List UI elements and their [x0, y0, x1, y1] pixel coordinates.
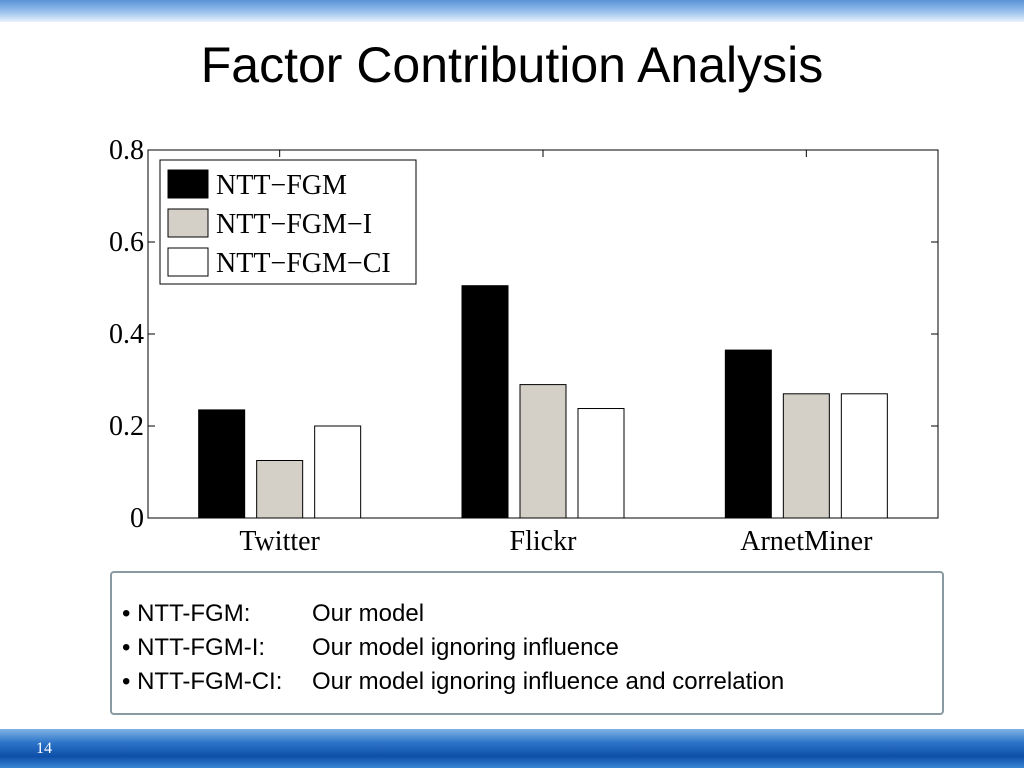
legend-label: NTT−FGM−I	[216, 209, 372, 240]
y-tick-label: 0.2	[109, 411, 144, 442]
note-line-ntt-fgm: • NTT-FGM: Our model	[122, 597, 942, 631]
note-term: • NTT-FGM-CI:	[122, 668, 283, 695]
bar	[782, 393, 830, 519]
bar	[198, 409, 246, 519]
legend-label: NTT−FGM−CI	[216, 248, 391, 279]
y-tick-label: 0.8	[109, 135, 144, 166]
legend-label: NTT−FGM	[216, 170, 347, 201]
bar	[256, 460, 304, 519]
bottom-banner	[0, 729, 1024, 768]
legend-swatch	[167, 169, 209, 199]
bar	[461, 285, 509, 519]
x-tick-label: ArnetMiner	[740, 526, 873, 557]
note-line-ntt-fgm-i: • NTT-FGM-I: Our model ignoring influence	[122, 631, 942, 665]
bar-chart: 0 0.2 0.4 0.6 0.8 Twitter Flickr ArnetMiner NTT−…	[109, 135, 939, 557]
note-term: • NTT-FGM:	[122, 600, 251, 627]
bar	[519, 384, 567, 519]
bar	[840, 393, 888, 519]
x-tick-label: Flickr	[510, 526, 578, 557]
note-line-ntt-fgm-ci: • NTT-FGM-CI: Our model ignoring influenc…	[122, 665, 942, 699]
legend-swatch	[167, 208, 209, 238]
top-banner	[0, 0, 1024, 22]
note-desc: Our model ignoring influence	[312, 634, 619, 661]
slide-number: 14	[36, 740, 52, 757]
y-tick-label: 0.6	[109, 227, 144, 258]
bar	[577, 408, 625, 519]
note-desc: Our model	[312, 600, 425, 627]
legend-swatch	[167, 247, 209, 277]
note-desc: Our model ignoring influence and correla…	[312, 668, 785, 695]
slide-title: Factor Contribution Analysis	[200, 37, 824, 93]
legend-notes-box: • NTT-FGM: Our model • NTT-FGM-I: Our mode…	[110, 571, 944, 715]
bar	[314, 425, 362, 519]
y-tick-label: 0	[130, 503, 144, 534]
x-tick-label: Twitter	[239, 526, 320, 557]
bar	[724, 349, 772, 519]
note-term: • NTT-FGM-I:	[122, 634, 266, 661]
y-tick-label: 0.4	[109, 319, 144, 350]
